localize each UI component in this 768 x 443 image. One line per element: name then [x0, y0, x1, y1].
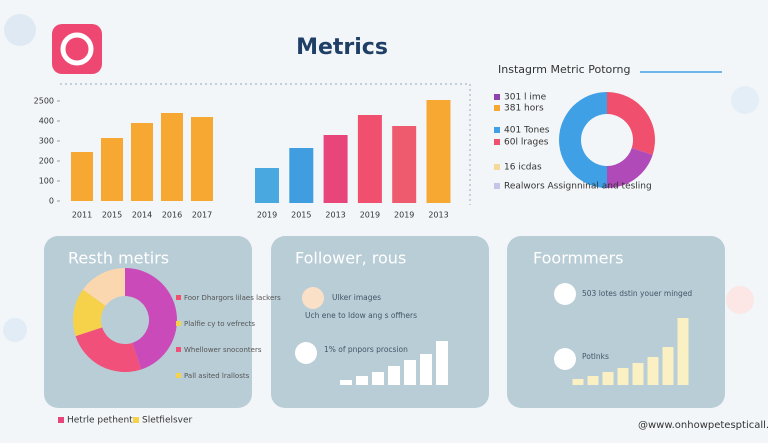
legend-swatch [176, 321, 181, 326]
x-tick-label: 2019 [360, 211, 380, 220]
legend-label: 301 l ime [504, 93, 547, 103]
legend-label: Whellower snoconters [184, 346, 262, 354]
legend-swatch [494, 127, 500, 133]
panel [271, 236, 489, 408]
avatar [302, 287, 324, 309]
x-tick-label: 2013 [428, 211, 448, 220]
bar [420, 354, 432, 385]
legend-swatch [133, 417, 139, 423]
legend-label: Plalfie cy to vefrects [184, 320, 255, 328]
y-tick-label: 200 [39, 157, 54, 166]
bar [131, 123, 153, 201]
x-tick-label: 2015 [102, 211, 122, 220]
bar [340, 380, 352, 385]
bar [572, 379, 584, 385]
chart-title: Instagrm Metric Potorng [498, 63, 631, 76]
decor [3, 318, 27, 342]
donut-segment [607, 148, 653, 188]
frame [60, 83, 471, 205]
legend-label: Hetrle pethents [67, 416, 138, 426]
y-tick-label: 300 [39, 137, 54, 146]
legend-swatch [494, 183, 500, 189]
bar [392, 126, 417, 203]
note: 503 lotes dstin youer minged [582, 289, 692, 298]
legend-label: 60l lrages [504, 138, 549, 148]
x-tick-label: 2015 [291, 211, 311, 220]
panel-title: Foormmers [533, 249, 623, 268]
legend-swatch [58, 417, 64, 423]
legend-label: 381 hors [504, 104, 544, 114]
decor [731, 86, 759, 114]
x-tick-label: 2014 [132, 211, 152, 220]
footer-url: @www.onhowpetespticall.com [638, 420, 768, 431]
logo-mark [60, 32, 94, 66]
legend-swatch [494, 139, 500, 145]
legend-label: Pall asited lrallosts [184, 372, 250, 380]
y-tick-label: 2500 [34, 97, 54, 106]
bar [161, 113, 183, 201]
legend-swatch [494, 164, 500, 170]
avatar [295, 342, 317, 364]
bar [323, 135, 348, 203]
bar [388, 366, 400, 385]
bar [677, 318, 689, 385]
x-tick-label: 2011 [72, 211, 92, 220]
x-tick-label: 2013 [325, 211, 345, 220]
x-tick-label: 2016 [162, 211, 182, 220]
bar [617, 368, 629, 385]
y-tick-label: 0 [49, 197, 54, 206]
x-tick-label: 2017 [192, 211, 212, 220]
logo [52, 24, 102, 74]
bar [255, 168, 279, 203]
decor [726, 286, 754, 314]
x-tick-label: 2019 [394, 211, 414, 220]
bar [632, 363, 644, 385]
panel-title: Follower, rous [295, 249, 406, 268]
legend-label: Realwors Assignninal and tesling [504, 182, 652, 192]
legend-label: Foor Dhargors lilaes lackers [184, 294, 281, 302]
bar [191, 117, 213, 201]
chart-title: Resth metirs [68, 249, 169, 268]
legend-swatch [176, 295, 181, 300]
donut-segment [73, 289, 106, 337]
donut-segment [82, 268, 125, 306]
donut-segment [75, 327, 142, 372]
bar [436, 341, 448, 385]
bar [71, 152, 93, 201]
legend-label: 401 Tones [504, 126, 550, 136]
bar [647, 357, 659, 385]
legend-label: 16 icdas [504, 163, 542, 173]
bar [426, 100, 451, 203]
note: 1% of pnpors procsion [324, 345, 408, 354]
legend-swatch [494, 94, 500, 100]
bar [357, 115, 382, 203]
bar [662, 347, 674, 385]
legend-label: Sletfielsver [142, 416, 193, 426]
note: Ulker images [332, 293, 381, 302]
bar [372, 372, 384, 385]
y-tick-label: 100 [39, 177, 54, 186]
avatar [554, 283, 576, 305]
donut-segment [559, 92, 607, 188]
bar [404, 360, 416, 385]
donut-segment [125, 268, 177, 370]
legend-swatch [494, 105, 500, 111]
donut-segment [607, 92, 655, 155]
decor [4, 14, 36, 46]
note: Potlnks [582, 352, 609, 361]
y-tick-label: 400 [39, 117, 54, 126]
bar [289, 148, 314, 203]
bar [356, 376, 368, 385]
bar [587, 376, 599, 385]
note: Uch ene to Idow ang s offhers [305, 311, 417, 320]
title: Metrics [296, 35, 388, 60]
x-tick-label: 2019 [257, 211, 277, 220]
bar [602, 372, 614, 385]
legend-swatch [176, 373, 181, 378]
bar [101, 138, 123, 201]
legend-swatch [176, 347, 181, 352]
avatar [554, 348, 576, 370]
